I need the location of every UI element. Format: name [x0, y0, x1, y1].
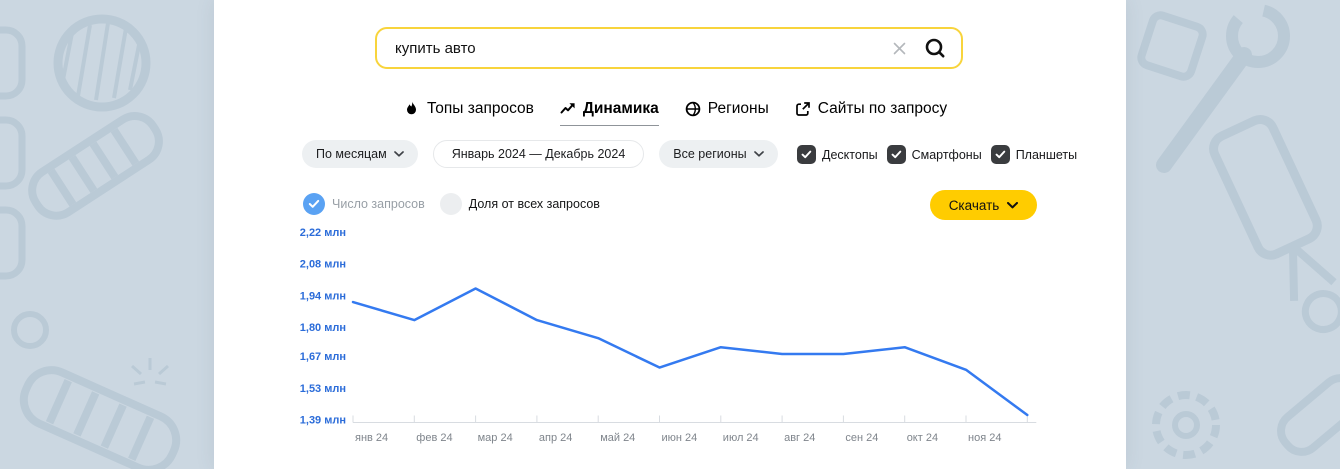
granularity-label: По месяцам [316, 147, 387, 161]
tab-top-queries[interactable]: Топы запросов [404, 100, 534, 126]
tab-regions[interactable]: Регионы [685, 100, 769, 126]
svg-text:2,08 млн: 2,08 млн [300, 259, 346, 271]
dynamics-chart[interactable]: янв 24 фев 24 мар 24 апр 24 май 24 июн 24 июл … [214, 0, 1126, 469]
svg-text:апр 24: апр 24 [539, 432, 572, 444]
svg-text:ноя 24: ноя 24 [968, 432, 1001, 444]
checkbox-tablets[interactable]: Планшеты [990, 145, 1078, 164]
tabs-bar: Топы запросов Динамика Регионы [404, 100, 947, 126]
check-icon [797, 145, 816, 164]
tab-dynamics[interactable]: Динамика [559, 100, 659, 126]
background-pattern-left [0, 14, 181, 469]
chevron-down-icon [393, 151, 404, 157]
svg-text:1,94 млн: 1,94 млн [300, 290, 346, 302]
date-range-label: Январь 2024 — Декабрь 2024 [451, 147, 626, 161]
svg-text:мар 24: мар 24 [478, 432, 513, 444]
metric-toggle: Число запросов Доля от всех запросов [303, 193, 600, 215]
tab-label: Сайты по запросу [817, 100, 948, 117]
external-link-icon [795, 102, 810, 116]
radio-label: Число запросов [332, 197, 425, 211]
search-input[interactable] [395, 39, 876, 57]
device-label: Планшеты [1015, 147, 1078, 162]
tab-label: Топы запросов [427, 100, 534, 117]
tab-sites-by-query[interactable]: Сайты по запросу [795, 100, 947, 126]
check-icon [990, 145, 1010, 164]
svg-text:1,80 млн: 1,80 млн [300, 322, 346, 334]
tab-label: Динамика [582, 100, 659, 117]
trending-up-icon [560, 103, 575, 114]
radio-circle-icon [439, 193, 462, 215]
svg-text:янв 24: янв 24 [355, 432, 388, 444]
radio-number-of-queries[interactable]: Число запросов [303, 193, 425, 215]
svg-text:окт 24: окт 24 [907, 432, 938, 444]
search-icon[interactable] [923, 36, 947, 60]
svg-text:сен 24: сен 24 [845, 432, 878, 444]
globe-icon [685, 101, 701, 117]
svg-text:2,22 млн: 2,22 млн [300, 227, 346, 239]
svg-text:авг 24: авг 24 [784, 432, 815, 444]
svg-text:май 24: май 24 [600, 432, 635, 444]
download-label: Скачать [948, 197, 1000, 213]
svg-text:фев 24: фев 24 [416, 432, 452, 444]
clear-icon[interactable] [891, 40, 908, 57]
flame-icon [407, 101, 416, 115]
device-label: Смартфоны [911, 147, 982, 162]
svg-text:1,53 млн: 1,53 млн [300, 383, 346, 395]
svg-text:июн 24: июн 24 [662, 432, 698, 444]
device-filters: Десктопы Смартфоны Планшеты [797, 145, 1077, 164]
granularity-dropdown[interactable]: По месяцам [302, 140, 418, 168]
search-box [375, 27, 963, 69]
filters-bar: По месяцам Январь 2024 — Декабрь 2024 Вс… [302, 140, 778, 168]
content-card: Топы запросов Динамика Регионы [214, 0, 1126, 469]
regions-label: Все регионы [673, 147, 747, 161]
svg-text:1,39 млн: 1,39 млн [300, 415, 346, 427]
check-icon [303, 193, 325, 215]
checkbox-smartphones[interactable]: Смартфоны [886, 145, 982, 164]
svg-text:июл 24: июл 24 [723, 432, 759, 444]
svg-text:1,67 млн: 1,67 млн [300, 351, 346, 363]
check-icon [886, 145, 906, 164]
date-range-button[interactable]: Январь 2024 — Декабрь 2024 [432, 140, 645, 168]
radio-share-of-queries[interactable]: Доля от всех запросов [439, 193, 600, 215]
background-pattern-right [1137, 4, 1340, 459]
device-label: Десктопы [822, 147, 878, 162]
radio-label: Доля от всех запросов [468, 197, 600, 211]
checkbox-desktops[interactable]: Десктопы [797, 145, 878, 164]
regions-dropdown[interactable]: Все регионы [659, 140, 778, 168]
tab-label: Регионы [707, 100, 769, 117]
download-button[interactable]: Скачать [930, 190, 1037, 220]
chevron-down-icon [1007, 201, 1019, 208]
chevron-down-icon [753, 151, 764, 157]
